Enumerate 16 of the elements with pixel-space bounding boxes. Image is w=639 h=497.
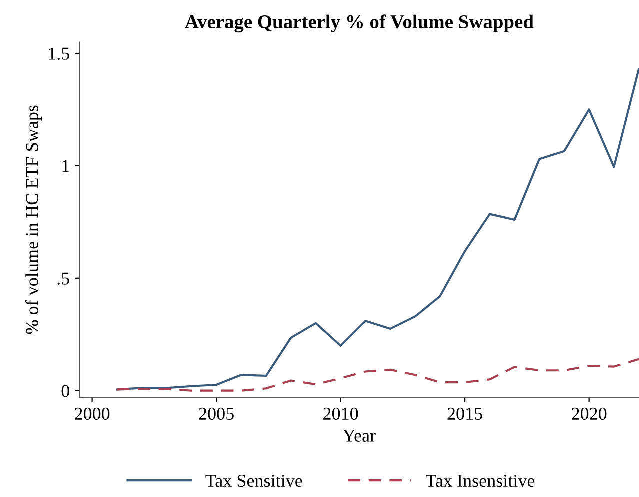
x-tick-label: 2010 <box>324 408 358 420</box>
x-tick-label: 2000 <box>75 408 110 420</box>
chart-title: Average Quarterly % of Volume Swapped <box>185 14 534 33</box>
legend-label: Tax Sensitive <box>206 474 302 488</box>
y-tick-label: 1 <box>62 160 70 172</box>
line-series <box>116 68 639 391</box>
x-tick-label: 2020 <box>572 408 607 420</box>
y-tick-label: 0 <box>62 385 70 398</box>
y-tick-label: 1.5 <box>49 48 70 60</box>
y-tick-label: .5 <box>58 272 70 285</box>
x-tick-label: 2015 <box>448 408 482 420</box>
x-axis-title: Year <box>343 430 376 442</box>
line-series <box>116 358 639 392</box>
x-tick-label: 2005 <box>199 408 234 420</box>
legend-label: Tax Insensitive <box>426 474 535 488</box>
y-axis-title: % of volume in HC ETF Swaps <box>25 106 42 334</box>
